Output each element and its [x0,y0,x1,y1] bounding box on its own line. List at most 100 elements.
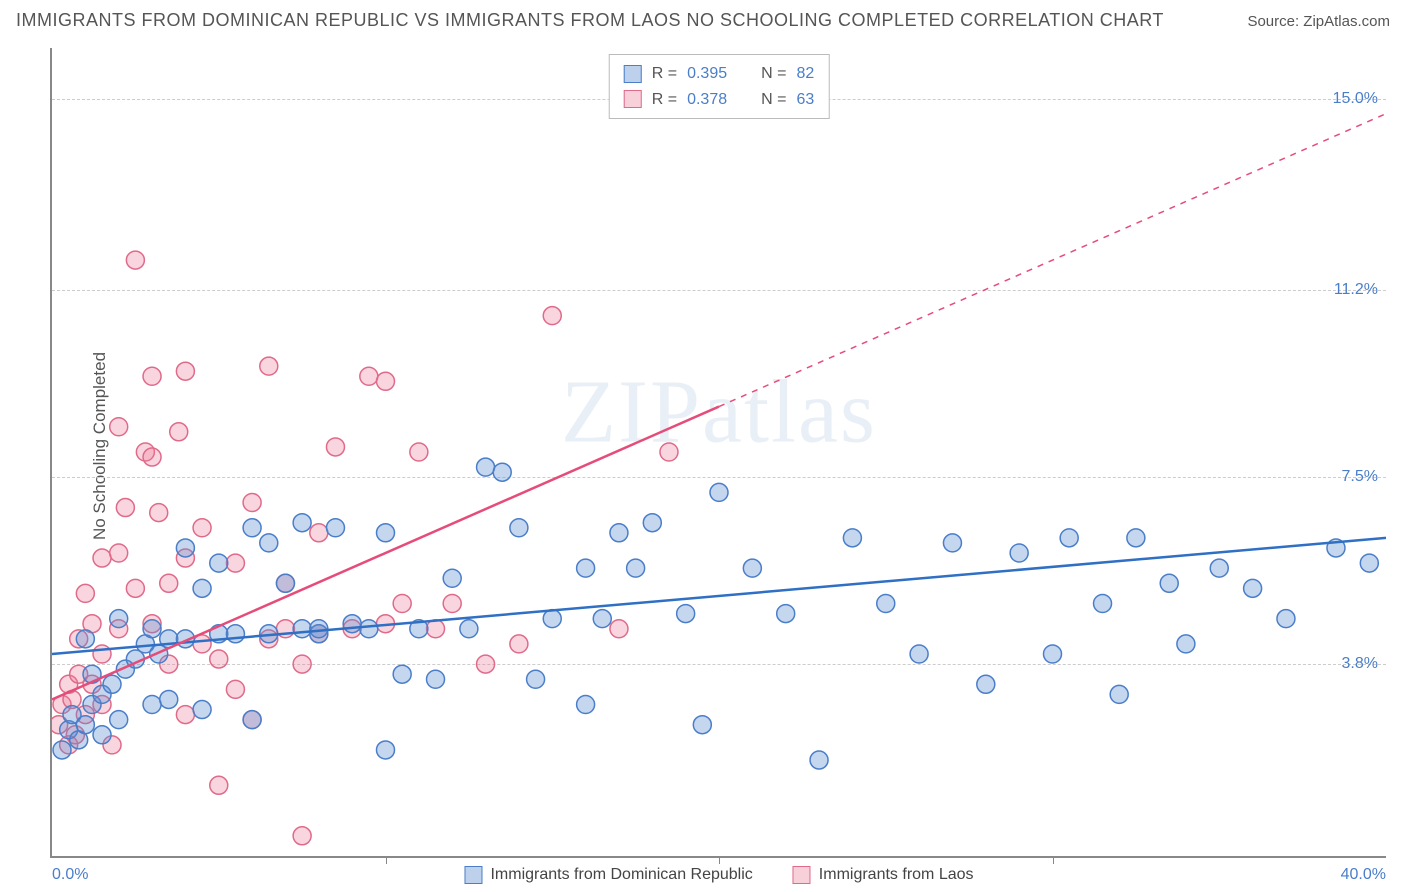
scatter-point [1094,595,1112,613]
legend-row-pink: R = 0.378 N = 63 [624,87,815,113]
scatter-point [660,443,678,461]
scatter-point [226,554,244,572]
scatter-point [193,579,211,597]
scatter-point [1177,635,1195,653]
scatter-point [377,372,395,390]
regression-extrapolation [719,114,1386,407]
x-tick-mark [386,856,387,864]
scatter-point [493,463,511,481]
scatter-point [593,610,611,628]
scatter-point [116,499,134,517]
scatter-point [777,605,795,623]
scatter-point [260,357,278,375]
scatter-point [76,630,94,648]
scatter-point [710,483,728,501]
legend-label-laos: Immigrants from Laos [819,866,974,884]
scatter-point [193,701,211,719]
scatter-point [160,690,178,708]
scatter-point [527,670,545,688]
chart-svg [52,48,1386,856]
swatch-blue-icon [624,65,642,83]
legend-n-value-pink: 63 [796,87,814,113]
scatter-point [460,620,478,638]
scatter-point [103,675,121,693]
scatter-point [143,620,161,638]
scatter-point [326,438,344,456]
scatter-point [126,579,144,597]
legend-label-dr: Immigrants from Dominican Republic [490,866,752,884]
scatter-point [76,584,94,602]
scatter-point [477,458,495,476]
scatter-point [126,251,144,269]
scatter-point [93,726,111,744]
x-max-label: 40.0% [1341,866,1386,884]
scatter-point [243,519,261,537]
scatter-point [193,519,211,537]
scatter-point [377,741,395,759]
scatter-point [293,620,311,638]
x-tick-mark [1053,856,1054,864]
swatch-blue-icon [464,866,482,884]
scatter-point [226,625,244,643]
scatter-point [1127,529,1145,547]
scatter-point [543,610,561,628]
chart-title: IMMIGRANTS FROM DOMINICAN REPUBLIC VS IM… [16,10,1164,31]
scatter-point [210,776,228,794]
scatter-point [427,620,445,638]
legend-r-value-blue: 0.395 [687,61,727,87]
scatter-point [343,615,361,633]
legend-n-label: N = [761,87,786,113]
swatch-pink-icon [624,90,642,108]
scatter-point [643,514,661,532]
scatter-point [170,423,188,441]
scatter-point [743,559,761,577]
swatch-pink-icon [793,866,811,884]
scatter-point [677,605,695,623]
scatter-point [610,524,628,542]
scatter-point [310,620,328,638]
legend-row-blue: R = 0.395 N = 82 [624,61,815,87]
scatter-point [910,645,928,663]
scatter-point [443,595,461,613]
scatter-point [1244,579,1262,597]
scatter-point [176,539,194,557]
legend-r-value-pink: 0.378 [687,87,727,113]
scatter-point [427,670,445,688]
legend-r-label: R = [652,61,677,87]
scatter-point [543,307,561,325]
correlation-legend: R = 0.395 N = 82 R = 0.378 N = 63 [609,54,830,119]
scatter-point [577,559,595,577]
scatter-point [160,574,178,592]
scatter-point [226,680,244,698]
scatter-point [877,595,895,613]
chart-source: Source: ZipAtlas.com [1247,13,1390,30]
scatter-point [293,514,311,532]
scatter-point [143,696,161,714]
legend-item-dr: Immigrants from Dominican Republic [464,866,752,884]
scatter-point [243,711,261,729]
scatter-point [110,544,128,562]
scatter-point [176,362,194,380]
scatter-point [443,569,461,587]
scatter-point [243,494,261,512]
scatter-point [977,675,995,693]
scatter-point [510,635,528,653]
scatter-point [1360,554,1378,572]
scatter-point [210,650,228,668]
scatter-point [393,665,411,683]
scatter-point [943,534,961,552]
scatter-point [110,418,128,436]
scatter-point [510,519,528,537]
scatter-point [477,655,495,673]
scatter-point [210,554,228,572]
scatter-point [377,524,395,542]
scatter-point [293,655,311,673]
scatter-point [1277,610,1295,628]
scatter-point [110,711,128,729]
scatter-point [1160,574,1178,592]
scatter-point [143,448,161,466]
scatter-point [150,504,168,522]
scatter-point [577,696,595,714]
scatter-point [393,595,411,613]
scatter-point [360,367,378,385]
